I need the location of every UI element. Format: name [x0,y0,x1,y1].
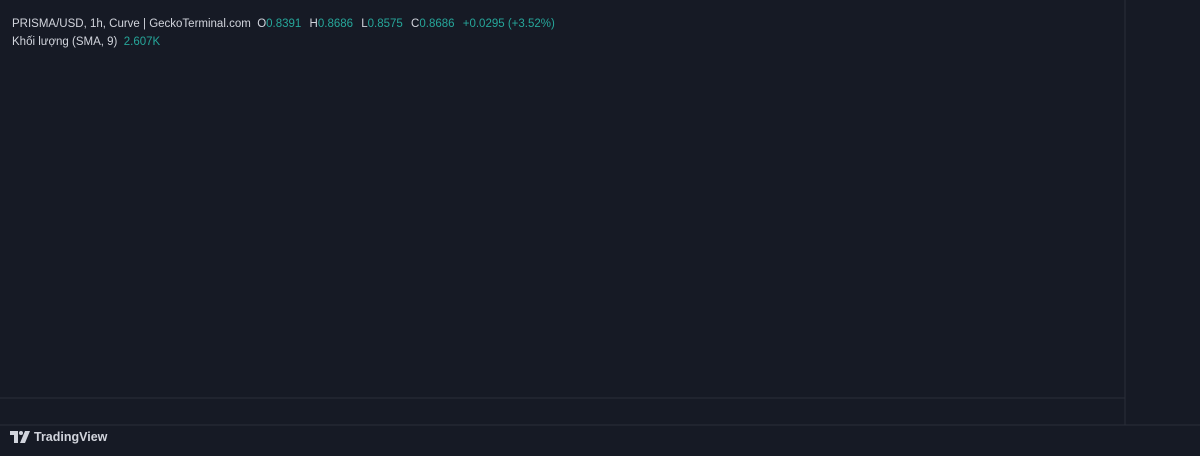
close-value: 0.8686 [419,18,455,30]
brand-logo [10,431,30,443]
close-label: C [411,18,420,30]
change: +0.0295 (+3.52%) [462,18,555,30]
high-label: H [309,18,318,30]
volume-sma: 2.607K [123,36,161,48]
open-label: O [257,18,267,30]
low-value: 0.8575 [367,18,403,30]
high-value: 0.8686 [317,18,354,30]
legend: PRISMA/USD, 1h, Curve | GeckoTerminal.co… [12,15,560,51]
legend-row: Khối lượng (SMA, 9) 2.607K [12,33,560,51]
symbol: PRISMA/USD, 1h, Curve | GeckoTerminal.co… [12,18,251,30]
brand[interactable]: TradingView [10,430,107,444]
open-value: 0.8391 [266,18,302,30]
brand-name: TradingView [34,430,108,444]
legend-row: PRISMA/USD, 1h, Curve | GeckoTerminal.co… [12,15,560,33]
volume-title: Khối lượng (SMA, 9) [12,36,118,48]
low-label: L [361,18,368,30]
